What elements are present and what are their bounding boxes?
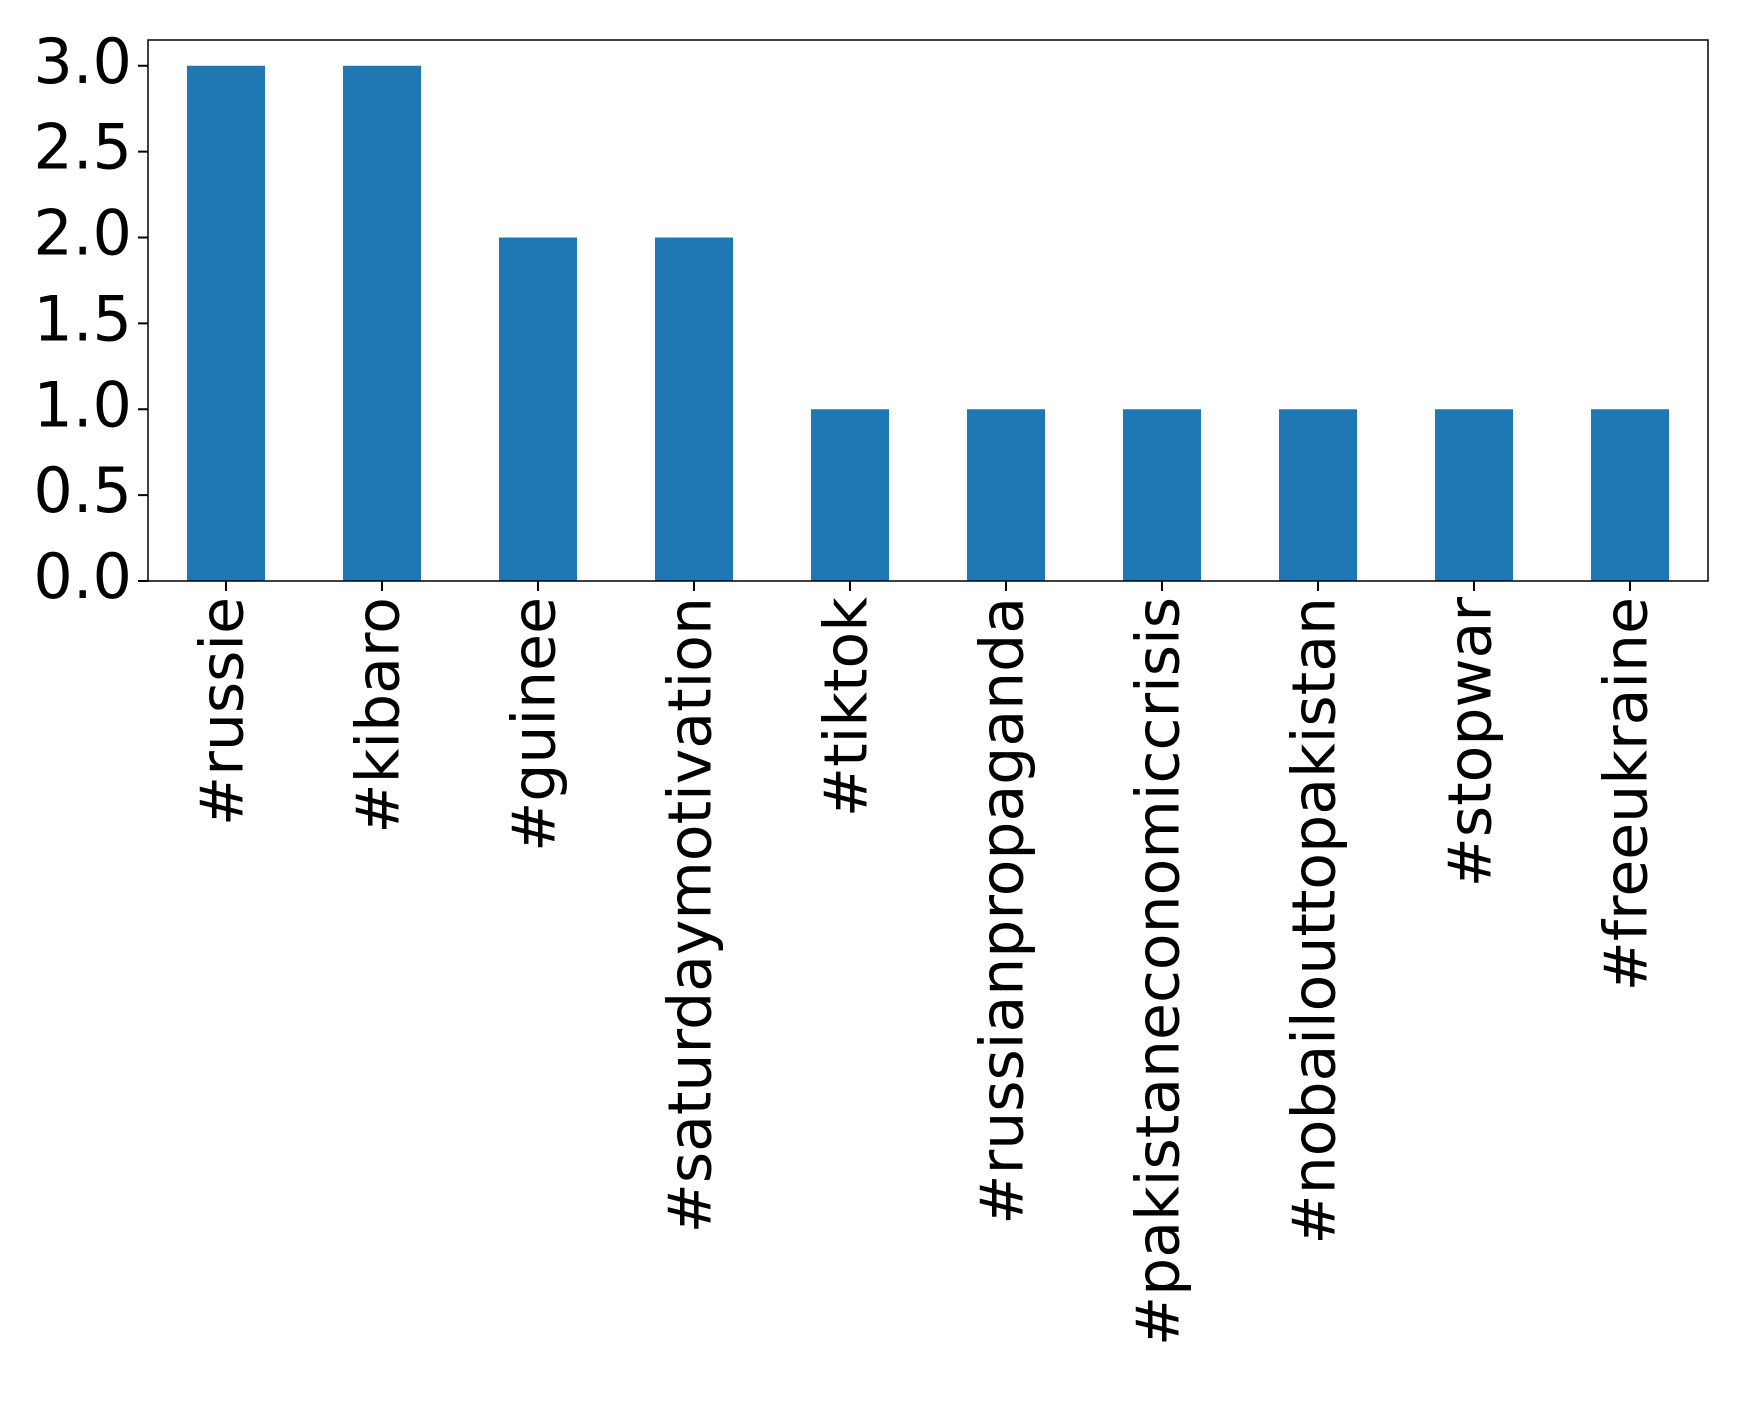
x-tick-label: #guinee — [500, 597, 570, 852]
x-tick-label: #saturdaymotivation — [656, 597, 726, 1233]
x-tick-label: #nobailouttopakistan — [1280, 597, 1350, 1245]
bar — [1279, 409, 1357, 581]
x-tick-label: #pakistaneconomiccrisis — [1124, 597, 1194, 1346]
x-tick-label: #russie — [188, 597, 258, 826]
bar — [187, 65, 265, 581]
y-tick-label: 3.0 — [33, 25, 132, 98]
bar — [655, 237, 733, 581]
y-tick-label: 2.5 — [33, 111, 132, 184]
bar — [499, 237, 577, 581]
bar — [1591, 409, 1669, 581]
x-tick-label: #russianpropaganda — [968, 597, 1038, 1225]
x-tick-label: #stopwar — [1436, 597, 1506, 888]
y-tick-label: 1.5 — [33, 282, 132, 355]
bar — [343, 65, 421, 581]
bar — [967, 409, 1045, 581]
plot-frame — [147, 39, 1709, 582]
x-tick-label: #kibaro — [344, 597, 414, 834]
y-tick-label: 2.0 — [33, 197, 132, 270]
x-tick-label: #tiktok — [812, 597, 882, 817]
y-tick-label: 1.0 — [33, 368, 132, 441]
y-tick-label: 0.0 — [33, 540, 132, 613]
bar — [1123, 409, 1201, 581]
x-tick-label: #freeukraine — [1592, 597, 1662, 991]
y-tick-label: 0.5 — [33, 454, 132, 527]
bar — [811, 409, 889, 581]
bar — [1435, 409, 1513, 581]
